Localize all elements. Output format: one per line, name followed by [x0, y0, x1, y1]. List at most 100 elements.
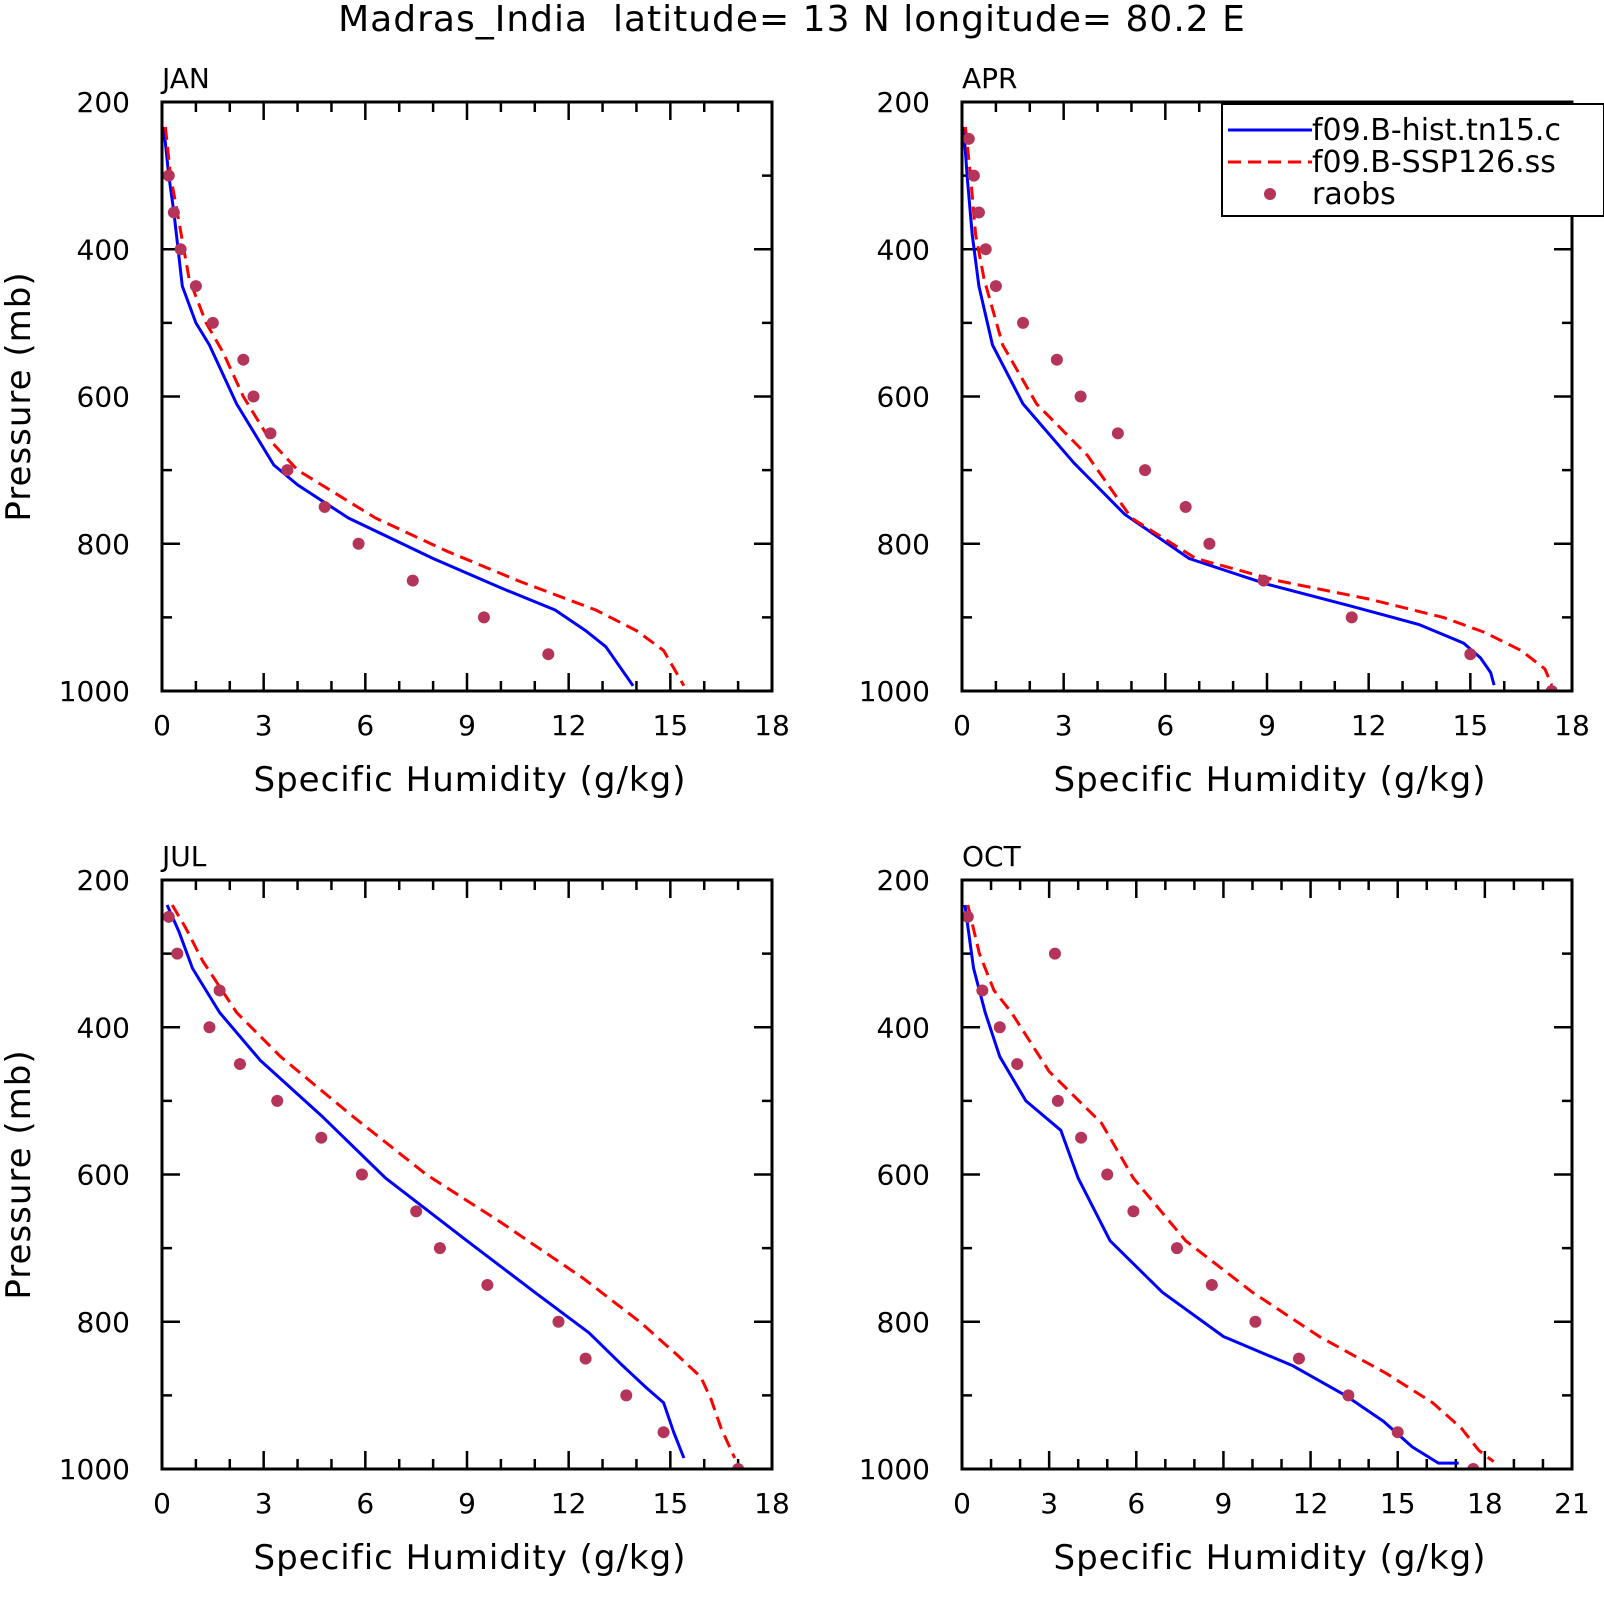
ssp126-series-line [163, 126, 686, 687]
raobs-point [972, 206, 985, 219]
raobs-point [967, 169, 980, 182]
raobs-point [1203, 537, 1216, 550]
x-tick-label: 3 [1040, 1487, 1058, 1520]
raobs-point [1048, 947, 1061, 960]
x-tick-label: 3 [255, 709, 273, 742]
raobs-point [1249, 1315, 1262, 1328]
x-tick-label: 6 [356, 1487, 374, 1520]
x-tick-label: 9 [458, 709, 476, 742]
raobs-point [1179, 500, 1192, 513]
y-tick-label: 1000 [59, 1453, 130, 1486]
panel-label: APR [962, 62, 1018, 95]
panel-oct: OCT 200 400 600 800 1000 0 3 6 9 12 15 18 21 Specific … [859, 840, 1590, 1578]
y-tick-label: 400 [877, 233, 930, 266]
y-tick-label: 600 [77, 381, 130, 414]
y-tick-label: 800 [77, 528, 130, 561]
raobs-point [318, 500, 331, 513]
x-tick-label: 3 [1055, 709, 1073, 742]
plot-frame [960, 100, 1574, 693]
panel-apr: APR 200 400 600 800 1000 0 3 6 9 12 15 18 Specific Hu… [859, 62, 1604, 800]
figure-title: Madras_India latitude= 13 N longitude= 8… [338, 0, 1246, 40]
y-tick-label: 200 [77, 86, 130, 119]
panel-jul: JUL 200 400 600 800 1000 0 3 6 9 12 15 18 Specific Hu… [0, 840, 790, 1578]
legend-box [1221, 103, 1604, 217]
raobs-point [406, 574, 419, 587]
x-tick-label: 6 [1156, 709, 1174, 742]
raobs-point [1391, 1426, 1404, 1439]
y-axis-label: Pressure (mb) [0, 271, 39, 521]
x-axis-label: Specific Humidity (g/kg) [1054, 760, 1487, 800]
hist-series-line [165, 904, 686, 1459]
plot-area [962, 904, 1495, 1469]
x-tick-label: 12 [1351, 709, 1387, 742]
ssp126-series-line [966, 904, 1495, 1463]
raobs-point [976, 984, 989, 997]
x-tick-label: 12 [1293, 1487, 1329, 1520]
raobs-point [1075, 1131, 1088, 1144]
raobs-point [962, 132, 975, 145]
raobs-point [167, 206, 180, 219]
plot-frame [160, 878, 774, 1471]
raobs-point [213, 984, 226, 997]
y-tick-label: 600 [77, 1159, 130, 1192]
raobs-point [1111, 427, 1124, 440]
raobs-point [1257, 574, 1270, 587]
raobs-point [162, 169, 175, 182]
raobs-point [281, 464, 294, 477]
raobs-point [1011, 1058, 1024, 1071]
x-tick-label: 3 [255, 1487, 273, 1520]
x-tick-label: 6 [356, 709, 374, 742]
x-tick-label: 21 [1554, 1487, 1590, 1520]
y-tick-label: 400 [77, 1011, 130, 1044]
x-tick-label: 15 [1453, 709, 1489, 742]
raobs-point [1170, 1242, 1183, 1255]
x-tick-label: 12 [551, 1487, 587, 1520]
legend-marker [1264, 188, 1276, 200]
ssp126-series-line [963, 126, 1554, 686]
legend-entry-label: f09.B-hist.tn15.c [1312, 113, 1561, 148]
raobs-point [481, 1278, 494, 1291]
plot-area [162, 904, 745, 1469]
hist-series-line [162, 126, 635, 687]
x-tick-label: 15 [1380, 1487, 1416, 1520]
x-axis-label: Specific Humidity (g/kg) [254, 1538, 687, 1578]
panels: JAN 200 400 600 800 1000 0 3 6 9 12 15 18 Specific Hu… [0, 62, 1604, 1578]
raobs-point [1074, 390, 1087, 403]
raobs-point [247, 390, 260, 403]
y-tick-label: 200 [877, 864, 930, 897]
raobs-point [1127, 1205, 1140, 1218]
raobs-point [1050, 353, 1063, 366]
y-tick-label: 800 [877, 528, 930, 561]
panel-label: JUL [160, 840, 207, 873]
raobs-point [433, 1242, 446, 1255]
y-tick-label: 400 [877, 1011, 930, 1044]
raobs-point [1342, 1389, 1355, 1402]
raobs-point [264, 427, 277, 440]
raobs-point [579, 1352, 592, 1365]
raobs-point [1345, 611, 1358, 624]
x-tick-label: 12 [551, 709, 587, 742]
raobs-point [620, 1389, 633, 1402]
x-tick-label: 18 [754, 1487, 790, 1520]
raobs-point [352, 537, 365, 550]
raobs-point [1051, 1094, 1064, 1107]
raobs-point [552, 1315, 565, 1328]
x-tick-label: 15 [653, 709, 689, 742]
raobs-point [171, 947, 184, 960]
raobs-point [410, 1205, 423, 1218]
x-tick-label: 18 [1467, 1487, 1503, 1520]
plot-frame [160, 100, 774, 693]
y-tick-label: 1000 [59, 675, 130, 708]
ssp126-series-line [170, 904, 737, 1459]
raobs-point [1464, 648, 1477, 661]
hist-series-line [963, 904, 1459, 1465]
y-tick-label: 1000 [859, 675, 930, 708]
panel-label: JAN [160, 62, 210, 95]
raobs-point [657, 1426, 670, 1439]
x-tick-label: 18 [1554, 709, 1590, 742]
raobs-point [271, 1094, 284, 1107]
x-tick-label: 0 [153, 1487, 171, 1520]
raobs-point [1017, 316, 1029, 329]
